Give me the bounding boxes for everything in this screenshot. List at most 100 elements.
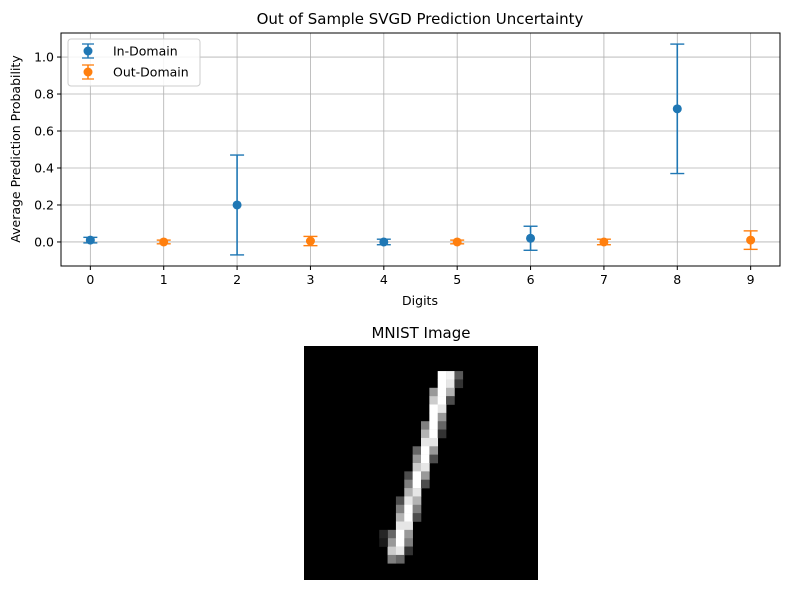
pixel xyxy=(429,396,439,405)
pixel xyxy=(404,471,413,481)
data-points xyxy=(85,104,756,247)
pixel xyxy=(395,521,405,531)
pixel xyxy=(412,471,422,481)
pixel xyxy=(429,437,439,447)
x-tick-label: 2 xyxy=(233,272,241,287)
data-point xyxy=(452,237,462,247)
mnist-image-panel: MNIST Image xyxy=(304,324,538,580)
pixel xyxy=(429,421,439,430)
pixel xyxy=(454,371,464,380)
x-tick-label: 6 xyxy=(527,272,535,287)
legend-box xyxy=(67,38,201,87)
pixel xyxy=(412,446,422,455)
pixel xyxy=(379,538,388,547)
pixel xyxy=(421,437,430,447)
pixel xyxy=(404,529,413,539)
pixel xyxy=(421,454,430,464)
pixel xyxy=(437,412,447,422)
pixel xyxy=(387,529,397,539)
legend-marker xyxy=(83,67,93,77)
pixel xyxy=(421,479,430,489)
data-point xyxy=(746,235,756,245)
pixel xyxy=(395,546,405,556)
image-title: MNIST Image xyxy=(371,324,470,342)
pixel xyxy=(429,412,439,422)
pixel xyxy=(404,538,413,547)
pixel xyxy=(395,504,405,514)
y-tick-label: 0.0 xyxy=(34,234,54,249)
y-tick-label: 1.0 xyxy=(34,50,54,65)
pixel xyxy=(421,463,430,472)
pixel xyxy=(404,513,413,522)
pixel xyxy=(404,504,413,514)
x-tick-label: 4 xyxy=(380,272,388,287)
chart-title: Out of Sample SVGD Prediction Uncertaint… xyxy=(257,10,584,28)
x-ticks: 0 1 2 3 4 5 6 7 8 9 xyxy=(86,266,755,287)
pixel xyxy=(412,504,422,514)
pixel xyxy=(429,387,439,397)
pixel xyxy=(437,404,447,414)
pixel xyxy=(387,546,397,556)
data-point xyxy=(305,236,315,246)
y-tick-label: 0.4 xyxy=(34,160,54,175)
data-point xyxy=(379,237,389,247)
pixel xyxy=(429,454,439,464)
x-tick-label: 9 xyxy=(747,272,755,287)
pixel xyxy=(421,421,430,430)
pixel xyxy=(437,421,447,430)
x-tick-label: 7 xyxy=(600,272,608,287)
pixel xyxy=(446,387,455,397)
uncertainty-chart: Out of Sample SVGD Prediction Uncertaint… xyxy=(8,10,781,308)
x-tick-label: 3 xyxy=(306,272,314,287)
mnist-pixels xyxy=(379,371,464,564)
pixel xyxy=(395,538,405,547)
pixel xyxy=(437,379,447,389)
pixel xyxy=(404,521,413,531)
pixel xyxy=(429,429,439,439)
pixel xyxy=(437,429,447,439)
pixel xyxy=(446,396,455,405)
pixel xyxy=(412,496,422,506)
pixel xyxy=(412,479,422,489)
y-tick-label: 0.2 xyxy=(34,197,54,212)
data-point xyxy=(526,233,536,243)
data-point xyxy=(159,237,169,247)
pixel xyxy=(404,488,413,497)
pixel xyxy=(395,554,405,564)
pixel xyxy=(446,371,455,380)
pixel xyxy=(412,463,422,472)
x-tick-label: 1 xyxy=(160,272,168,287)
pixel xyxy=(446,379,455,389)
data-point xyxy=(232,200,242,210)
legend-label: In-Domain xyxy=(113,44,178,59)
x-tick-label: 0 xyxy=(86,272,94,287)
pixel xyxy=(429,404,439,414)
pixel xyxy=(395,529,405,539)
y-tick-label: 0.6 xyxy=(34,124,54,139)
pixel xyxy=(421,471,430,481)
data-point xyxy=(599,237,609,247)
pixel xyxy=(429,446,439,455)
pixel xyxy=(437,396,447,405)
pixel xyxy=(404,479,413,489)
x-tick-label: 5 xyxy=(453,272,461,287)
data-point xyxy=(85,235,95,245)
x-axis-label: Digits xyxy=(402,293,438,308)
pixel xyxy=(404,496,413,506)
pixel xyxy=(412,488,422,497)
legend-marker xyxy=(83,46,93,56)
data-point xyxy=(672,104,682,114)
plot-frame xyxy=(60,32,781,267)
pixel xyxy=(395,513,405,522)
legend-label: Out-Domain xyxy=(113,65,189,80)
pixel xyxy=(379,529,388,539)
pixel xyxy=(421,446,430,455)
y-axis-label: Average Prediction Probability xyxy=(8,55,23,243)
pixel xyxy=(412,454,422,464)
y-tick-label: 0.8 xyxy=(34,87,54,102)
grid-lines xyxy=(61,33,780,266)
legend: In-Domain Out-Domain xyxy=(67,38,201,87)
pixel xyxy=(412,513,422,522)
x-tick-label: 8 xyxy=(673,272,681,287)
